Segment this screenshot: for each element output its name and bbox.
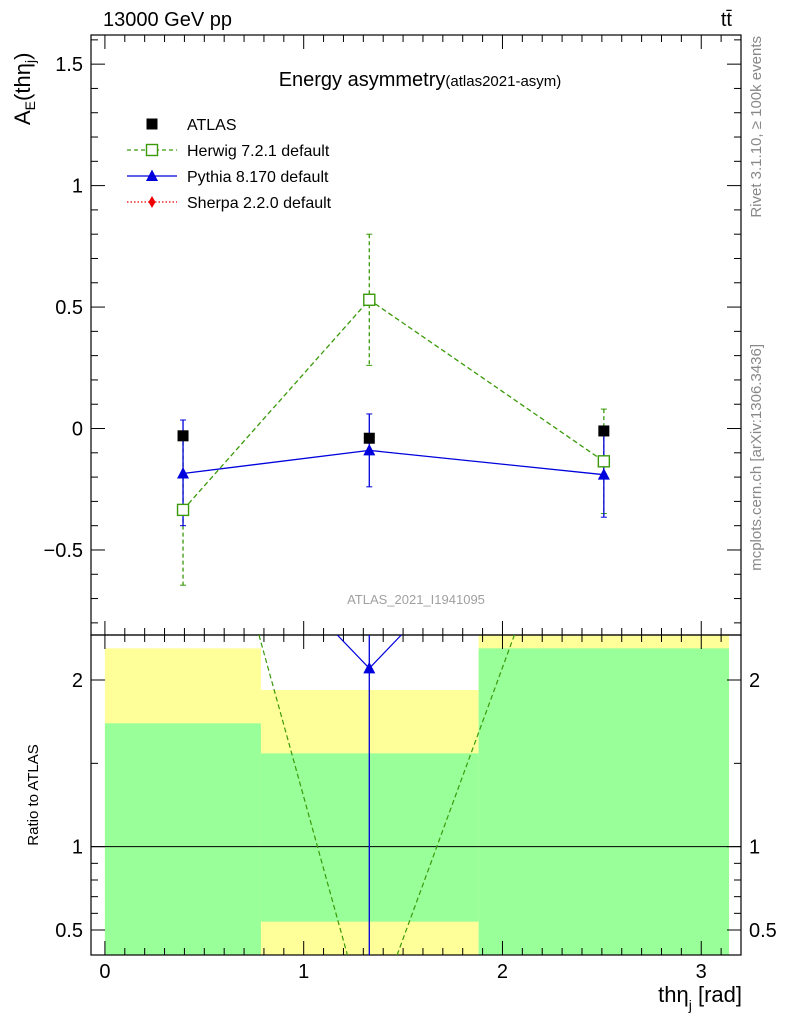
chart-title: Energy asymmetry(atlas2021-asym) xyxy=(279,69,562,91)
x-axis-label: thηj [rad] xyxy=(658,982,742,1013)
atlas-data-point xyxy=(598,425,610,437)
legend-label-1: Herwig 7.2.1 default xyxy=(187,143,330,160)
herwig-data-point xyxy=(363,293,376,306)
header-process-label: tt̄ xyxy=(721,9,733,31)
pythia-data-point xyxy=(177,466,190,479)
ratio-y-tick-label-right: 1 xyxy=(749,837,760,859)
herwig-line xyxy=(182,298,605,511)
pythia-ratio-line xyxy=(336,634,370,669)
legend-label-0: ATLAS xyxy=(187,117,237,134)
main-y-tick-label: 1.5 xyxy=(55,54,83,76)
ratio-y-tick-label-left: 1 xyxy=(72,837,83,859)
herwig-ratio-line xyxy=(258,634,349,956)
herwig-data-point xyxy=(176,503,190,517)
atlas-data-point xyxy=(363,432,375,444)
svg-text:AE(thηj): AE(thηj) xyxy=(10,53,38,125)
pythia-ratio-line xyxy=(368,634,402,669)
pythia-line xyxy=(182,449,604,476)
mcplots-citation-label: mcplots.cern.ch [arXiv:1306.3436] xyxy=(748,344,765,571)
ratio-band-green-0 xyxy=(104,723,261,955)
x-tick-label: 1 xyxy=(298,961,309,983)
legend-atlas-marker xyxy=(146,118,158,130)
ratio-band-green-2 xyxy=(478,648,730,955)
rivet-version-label: Rivet 3.1.10, ≥ 100k events xyxy=(748,36,765,218)
legend-label-3: Sherpa 2.2.0 default xyxy=(187,195,332,212)
ratio-y-tick-label-right: 0.5 xyxy=(749,920,777,942)
main-y-axis-label: AE(thηj) xyxy=(10,53,38,125)
x-tick-label: 2 xyxy=(497,961,508,983)
legend-pythia-marker xyxy=(146,169,158,181)
legend: ATLAS Herwig 7.2.1 default Pythia 8.170 de… xyxy=(127,117,332,212)
ratio-plot-frame xyxy=(90,634,742,956)
ratio-y-tick-label-right: 2 xyxy=(749,670,760,692)
ratio-y-tick-label-left: 0.5 xyxy=(55,920,83,942)
header-energy-label: 13000 GeV pp xyxy=(103,9,232,31)
main-y-tick-label: 0.5 xyxy=(55,297,83,319)
legend-sherpa-marker xyxy=(148,196,156,208)
x-tick-label: 3 xyxy=(696,961,707,983)
analysis-watermark: ATLAS_2021_I1941095 xyxy=(347,592,485,607)
pythia-ratio-point xyxy=(363,661,376,674)
main-y-tick-label: −0.5 xyxy=(44,540,83,562)
herwig-data-point xyxy=(597,455,611,468)
herwig-ratio-line xyxy=(396,634,515,956)
ratio-y-axis-label: Ratio to ATLAS xyxy=(25,744,42,845)
legend-label-2: Pythia 8.170 default xyxy=(187,169,329,186)
main-y-tick-label: 0 xyxy=(72,419,83,441)
pythia-data-point xyxy=(597,468,610,480)
ratio-y-tick-label-left: 2 xyxy=(72,670,83,692)
x-tick-label: 0 xyxy=(99,961,110,983)
pythia-data-point xyxy=(363,443,376,456)
legend-herwig-marker xyxy=(145,143,159,157)
atlas-data-point xyxy=(177,430,189,442)
main-y-tick-label: 1 xyxy=(72,176,83,198)
